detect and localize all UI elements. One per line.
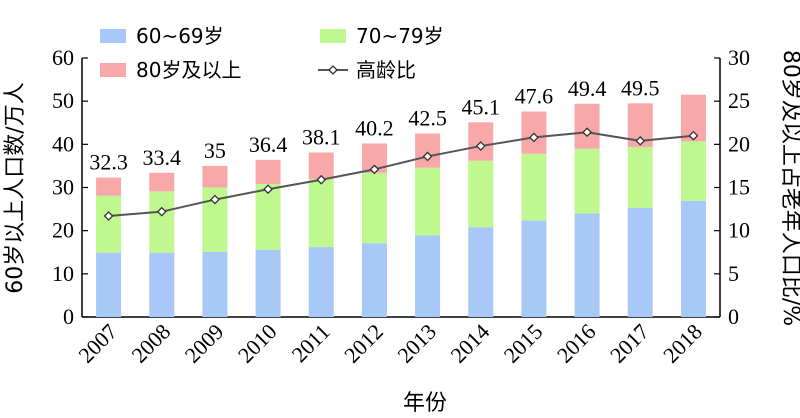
bar-segment-3 bbox=[255, 159, 281, 185]
y-axis-right-title: 80岁及以上占老年人口比/% bbox=[778, 50, 800, 326]
bar-segment-1 bbox=[574, 213, 600, 317]
y-tick-label-right: 10 bbox=[728, 218, 750, 243]
x-axis-title: 年份 bbox=[403, 391, 447, 416]
legend-label-2: 70~79岁 bbox=[356, 24, 444, 48]
legend-label-4: 高龄比 bbox=[356, 58, 416, 82]
line-point bbox=[209, 194, 220, 205]
bars bbox=[96, 94, 706, 317]
bar-segment-3 bbox=[415, 133, 441, 168]
bar-total-label: 45.1 bbox=[462, 94, 501, 119]
bar-segment-1 bbox=[308, 247, 334, 317]
bar-segment-3 bbox=[202, 165, 228, 188]
line-point bbox=[635, 135, 646, 146]
x-tick-label: 2016 bbox=[552, 319, 601, 368]
line-point bbox=[582, 127, 593, 138]
line-point bbox=[475, 141, 486, 151]
bar-segment-1 bbox=[627, 207, 653, 317]
bar-total-label: 36.4 bbox=[249, 132, 288, 157]
y-tick-label-left: 50 bbox=[52, 88, 74, 113]
x-tick-label: 2015 bbox=[499, 319, 548, 368]
y-axis-left-title: 60岁以上人口数/万人 bbox=[3, 82, 28, 293]
line-point bbox=[528, 132, 539, 143]
x-tick-label: 2017 bbox=[605, 319, 654, 368]
y-tick-label-left: 20 bbox=[52, 218, 74, 243]
y-tick-label-left: 0 bbox=[63, 304, 74, 329]
x-tick-label: 2013 bbox=[392, 319, 441, 368]
y-tick-label-right: 30 bbox=[728, 45, 750, 70]
x-tick-label: 2012 bbox=[339, 319, 388, 368]
bar-total-label: 38.1 bbox=[302, 125, 341, 150]
bar-segment-2 bbox=[680, 141, 706, 201]
line-point bbox=[369, 164, 380, 175]
legend-label-3: 80岁及以上 bbox=[136, 58, 241, 82]
bar-segment-1 bbox=[255, 249, 281, 317]
bar-total-label: 32.3 bbox=[89, 150, 128, 175]
bar-segment-2 bbox=[415, 167, 441, 236]
legend-label-1: 60~69岁 bbox=[136, 24, 224, 48]
y-tick-label-right: 15 bbox=[728, 175, 750, 200]
bar-segment-3 bbox=[96, 177, 122, 196]
line-series bbox=[103, 127, 699, 221]
bar-total-label: 35 bbox=[204, 138, 226, 163]
bar-segment-1 bbox=[415, 235, 441, 317]
bar-total-label: 49.4 bbox=[568, 76, 607, 101]
y-tick-label-left: 30 bbox=[52, 175, 74, 200]
bar-total-label: 49.5 bbox=[621, 75, 660, 100]
bar-segment-2 bbox=[361, 172, 387, 244]
line-point bbox=[422, 151, 433, 162]
bar-total-label: 40.2 bbox=[355, 115, 394, 140]
bar-total-label: 42.5 bbox=[408, 106, 447, 131]
x-tick-label: 2009 bbox=[180, 319, 229, 368]
y-tick-label-right: 5 bbox=[728, 261, 739, 286]
bar-segment-3 bbox=[574, 103, 600, 149]
y-tick-label-right: 20 bbox=[728, 131, 750, 156]
y-tick-label-right: 25 bbox=[728, 88, 750, 113]
bar-segment-2 bbox=[627, 146, 653, 208]
line-point bbox=[263, 184, 274, 195]
bar-segment-1 bbox=[96, 252, 122, 317]
bar-total-label: 33.4 bbox=[143, 145, 182, 170]
line-path bbox=[108, 131, 694, 217]
x-tick-label: 2010 bbox=[233, 319, 282, 368]
bar-segment-2 bbox=[308, 179, 334, 248]
bar-segment-1 bbox=[361, 243, 387, 317]
line-point bbox=[688, 130, 699, 141]
bar-segment-2 bbox=[574, 148, 600, 214]
bar-segment-3 bbox=[149, 172, 175, 192]
bar-segment-1 bbox=[521, 220, 547, 317]
line-point bbox=[103, 211, 114, 221]
bar-segment-2 bbox=[255, 184, 281, 250]
x-tick-label: 2014 bbox=[445, 319, 494, 368]
bar-segment-2 bbox=[96, 195, 122, 253]
bar-segment-2 bbox=[468, 160, 494, 228]
y-tick-label-right: 0 bbox=[728, 304, 739, 329]
x-tick-label: 2008 bbox=[126, 319, 175, 368]
legend-swatch-1 bbox=[100, 29, 126, 43]
y-tick-label-left: 60 bbox=[52, 45, 74, 70]
x-tick-label: 2018 bbox=[658, 319, 707, 368]
bar-total-label: 47.6 bbox=[515, 84, 554, 109]
bar-segment-1 bbox=[468, 227, 494, 317]
bar-segment-1 bbox=[149, 252, 175, 317]
y-tick-label-left: 10 bbox=[52, 261, 74, 286]
data-labels: 32.3 33.4 35 36.4 38.1 40.2 42.5 45.1 47.6 49.4 49… bbox=[89, 75, 659, 174]
x-tick-label: 2007 bbox=[73, 319, 122, 368]
legend-swatch-3 bbox=[100, 63, 126, 77]
legend-swatch-2 bbox=[320, 29, 346, 43]
bar-segment-2 bbox=[149, 191, 175, 253]
bar-segment-1 bbox=[202, 251, 228, 317]
line-point bbox=[156, 206, 167, 217]
x-tick-label: 2011 bbox=[287, 319, 335, 367]
y-tick-label-left: 40 bbox=[52, 131, 74, 156]
legend-line-marker bbox=[328, 65, 338, 75]
bar-segment-1 bbox=[680, 200, 706, 317]
bar-segment-2 bbox=[521, 153, 547, 221]
legend: 60~69岁 70~79岁 80岁及以上 高龄比 bbox=[100, 24, 444, 82]
line-point bbox=[316, 174, 327, 185]
